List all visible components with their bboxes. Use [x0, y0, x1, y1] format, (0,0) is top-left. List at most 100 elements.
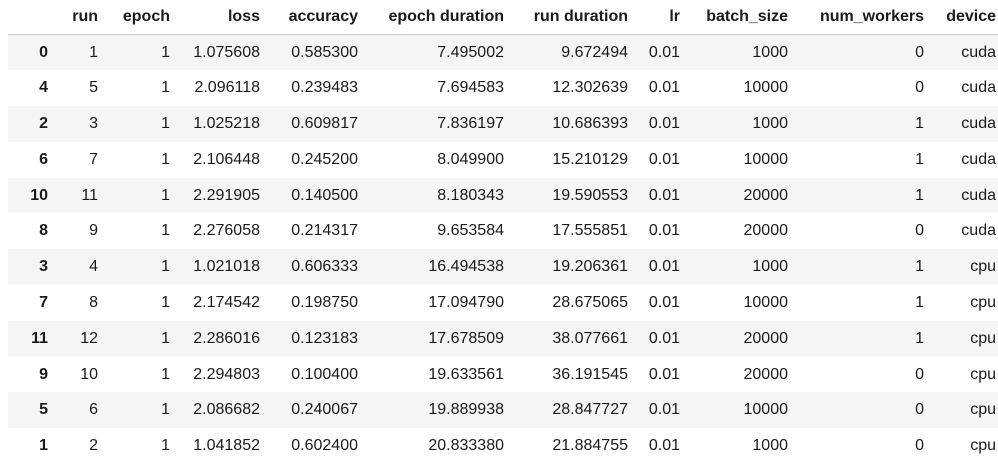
table-cell: 8.180343	[364, 178, 510, 214]
table-cell: 0.245200	[266, 142, 364, 178]
table-cell: 9.653584	[364, 213, 510, 249]
table-cell: 1000	[686, 428, 794, 464]
table-cell: 10000	[686, 70, 794, 106]
table-cell: 38.077661	[510, 321, 634, 357]
row-index: 5	[8, 392, 54, 428]
table-cell: 1.041852	[176, 428, 266, 464]
table-cell: 6	[54, 392, 104, 428]
row-index: 7	[8, 285, 54, 321]
column-header: batch_size	[686, 0, 794, 35]
table-cell: 1000	[686, 106, 794, 142]
table-cell: 2.106448	[176, 142, 266, 178]
table-cell: 0.01	[634, 70, 686, 106]
table-cell: 1	[104, 249, 176, 285]
row-index: 9	[8, 357, 54, 393]
row-index: 8	[8, 213, 54, 249]
table-cell: cuda	[930, 178, 998, 214]
table-cell: 1	[104, 428, 176, 464]
table-cell: cpu	[930, 428, 998, 464]
table-cell: 12	[54, 321, 104, 357]
table-cell: 0.01	[634, 35, 686, 71]
table-cell: 4	[54, 249, 104, 285]
column-header: run	[54, 0, 104, 35]
table-cell: 2	[54, 428, 104, 464]
table-cell: 1	[794, 285, 930, 321]
table-cell: 1	[104, 321, 176, 357]
table-cell: cuda	[930, 70, 998, 106]
table-cell: 3	[54, 106, 104, 142]
row-index: 6	[8, 142, 54, 178]
table-cell: 0.609817	[266, 106, 364, 142]
column-header: lr	[634, 0, 686, 35]
table-cell: 7.836197	[364, 106, 510, 142]
table-cell: 0.01	[634, 285, 686, 321]
row-index: 11	[8, 321, 54, 357]
table-cell: 1	[794, 106, 930, 142]
table-cell: 1	[104, 106, 176, 142]
table-cell: 1	[104, 178, 176, 214]
table-cell: 0	[794, 428, 930, 464]
table-cell: 1	[104, 70, 176, 106]
table-cell: 0.240067	[266, 392, 364, 428]
row-index: 3	[8, 249, 54, 285]
table-cell: 2.086682	[176, 392, 266, 428]
table-cell: 11	[54, 178, 104, 214]
column-header: epoch	[104, 0, 176, 35]
table-cell: 0.140500	[266, 178, 364, 214]
table-cell: 20000	[686, 178, 794, 214]
table-cell: 1	[794, 142, 930, 178]
table-cell: cpu	[930, 357, 998, 393]
table-cell: 10000	[686, 285, 794, 321]
table-cell: 1	[794, 178, 930, 214]
table-cell: 15.210129	[510, 142, 634, 178]
table-cell: 1	[104, 35, 176, 71]
table-cell: 5	[54, 70, 104, 106]
table-cell: 0.01	[634, 213, 686, 249]
table-cell: 0.100400	[266, 357, 364, 393]
table-cell: cpu	[930, 285, 998, 321]
row-index: 4	[8, 70, 54, 106]
table-cell: 1	[54, 35, 104, 71]
table-cell: 2.294803	[176, 357, 266, 393]
table-cell: 1.075608	[176, 35, 266, 71]
column-header: loss	[176, 0, 266, 35]
table-cell: 20000	[686, 357, 794, 393]
table-cell: 0.239483	[266, 70, 364, 106]
table-cell: 0	[794, 213, 930, 249]
row-index: 10	[8, 178, 54, 214]
table-cell: 2.174542	[176, 285, 266, 321]
table-cell: 28.847727	[510, 392, 634, 428]
table-cell: 8	[54, 285, 104, 321]
table-cell: 10.686393	[510, 106, 634, 142]
table-cell: 0.585300	[266, 35, 364, 71]
table-cell: 0	[794, 357, 930, 393]
table-cell: 10000	[686, 392, 794, 428]
table-cell: 19.889938	[364, 392, 510, 428]
table-cell: 0.01	[634, 249, 686, 285]
index-header	[8, 0, 54, 35]
table-cell: cuda	[930, 213, 998, 249]
table-cell: 19.633561	[364, 357, 510, 393]
table-cell: 0.01	[634, 428, 686, 464]
table-cell: 1.025218	[176, 106, 266, 142]
table-cell: 16.494538	[364, 249, 510, 285]
table-cell: 12.302639	[510, 70, 634, 106]
row-index: 1	[8, 428, 54, 464]
table-cell: 9	[54, 213, 104, 249]
table-cell: 0.01	[634, 106, 686, 142]
table-cell: 1	[104, 213, 176, 249]
column-header: run duration	[510, 0, 634, 35]
table-cell: 0	[794, 392, 930, 428]
table-cell: 10	[54, 357, 104, 393]
table-cell: 1	[104, 357, 176, 393]
